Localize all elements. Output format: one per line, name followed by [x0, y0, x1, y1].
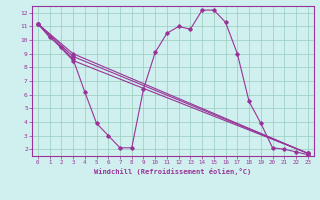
X-axis label: Windchill (Refroidissement éolien,°C): Windchill (Refroidissement éolien,°C) — [94, 168, 252, 175]
